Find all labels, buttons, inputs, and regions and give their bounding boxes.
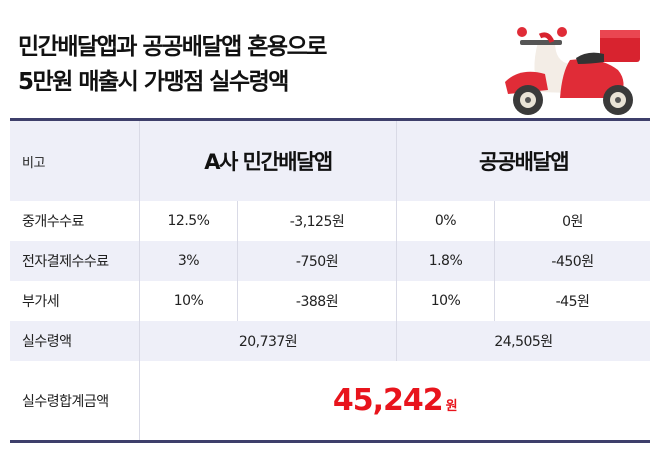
public-rate: 10% <box>396 281 494 321</box>
total-unit: 원 <box>445 399 458 414</box>
header-label: 비고 <box>22 155 45 171</box>
net-amount-row: 실수령액 20,737원 24,505원 <box>10 321 650 361</box>
row-label: 중개수수료 <box>22 214 84 230</box>
delivery-scooter-icon <box>505 27 640 115</box>
net-label: 실수령액 <box>22 334 72 350</box>
private-amount: -3,125원 <box>237 201 396 241</box>
row-label: 전자결제수수료 <box>22 254 109 270</box>
comparison-table: 비고 A사 민간배달앱 공공배달앱 중개수수료 12.5% -3,125원 0%… <box>10 118 650 443</box>
public-amount: -45원 <box>494 281 650 321</box>
public-rate: 0% <box>396 201 494 241</box>
total-row: 실수령합계금액 45,242 원 <box>10 361 650 440</box>
private-rate: 10% <box>139 281 237 321</box>
table-header-row: 비고 A사 민간배달앱 공공배달앱 <box>10 121 650 201</box>
private-rate: 3% <box>139 241 237 281</box>
table-row: 전자결제수수료 3% -750원 1.8% -450원 <box>10 241 650 281</box>
public-amount: -450원 <box>494 241 650 281</box>
header-public-app: 공공배달앱 <box>396 121 650 201</box>
public-amount: 0원 <box>494 201 650 241</box>
title-line-1: 민간배달앱과 공공배달앱 혼용으로 <box>18 34 327 60</box>
row-label: 부가세 <box>22 294 60 310</box>
private-amount: -388원 <box>237 281 396 321</box>
net-public: 24,505원 <box>396 321 650 361</box>
total-amount: 45,242 <box>332 383 444 418</box>
private-rate: 12.5% <box>139 201 237 241</box>
header-private-app: A사 민간배달앱 <box>139 121 396 201</box>
total-label: 실수령합계금액 <box>22 393 109 410</box>
table-row: 중개수수료 12.5% -3,125원 0% 0원 <box>10 201 650 241</box>
total-value: 45,242 원 <box>139 361 650 440</box>
title-line-2: 5만원 매출시 가맹점 실수령액 <box>18 69 289 95</box>
table-row: 부가세 10% -388원 10% -45원 <box>10 281 650 321</box>
net-private: 20,737원 <box>139 321 396 361</box>
public-rate: 1.8% <box>396 241 494 281</box>
page-title: 민간배달앱과 공공배달앱 혼용으로 5만원 매출시 가맹점 실수령액 <box>18 30 327 100</box>
private-amount: -750원 <box>237 241 396 281</box>
